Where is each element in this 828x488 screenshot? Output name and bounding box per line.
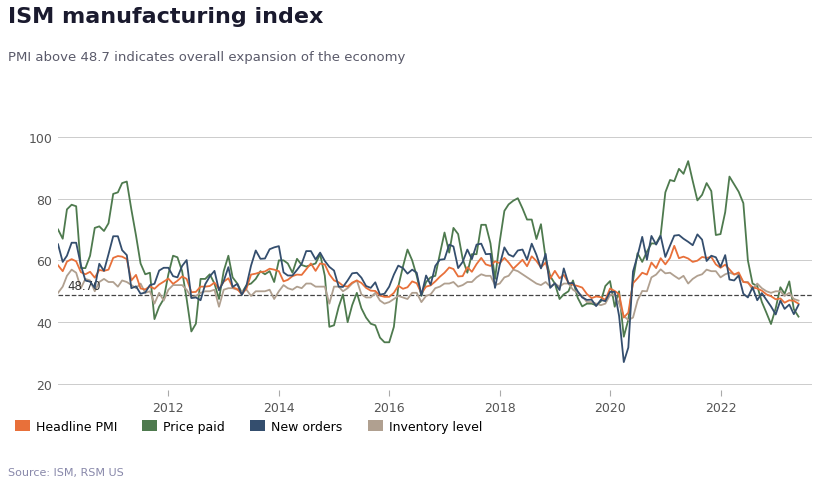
Text: PMI above 48.7 indicates overall expansion of the economy: PMI above 48.7 indicates overall expansi…: [8, 51, 405, 64]
Text: 48.70: 48.70: [67, 280, 100, 293]
Text: ISM manufacturing index: ISM manufacturing index: [8, 7, 323, 27]
Legend: Headline PMI, Price paid, New orders, Inventory level: Headline PMI, Price paid, New orders, In…: [15, 420, 482, 433]
Text: Source: ISM, RSM US: Source: ISM, RSM US: [8, 468, 124, 477]
